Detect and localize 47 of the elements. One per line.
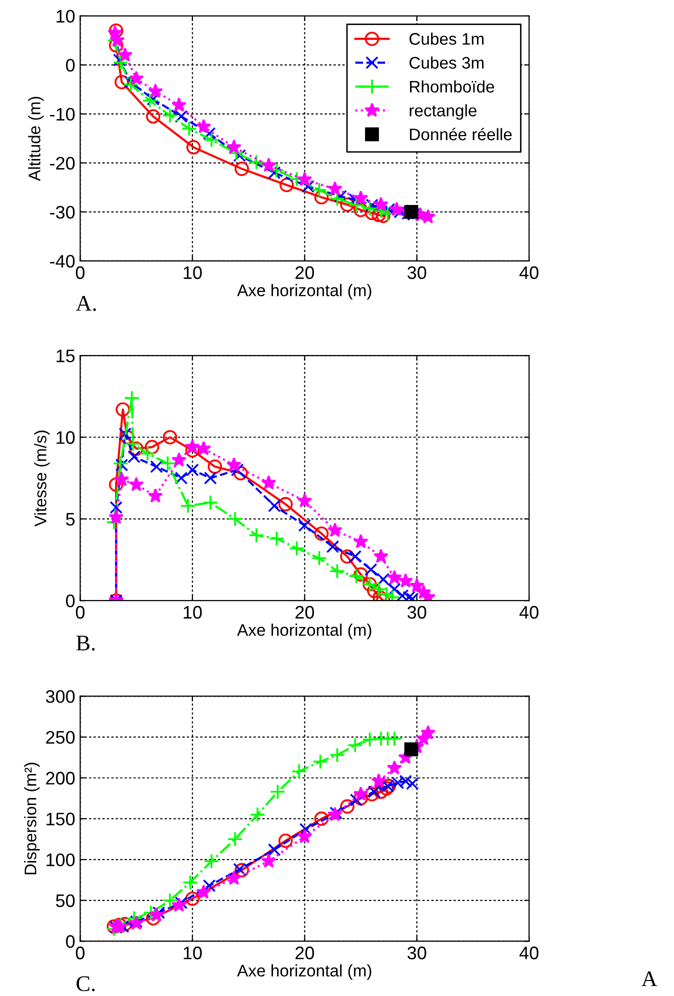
x-tick-label: 20 xyxy=(296,606,314,619)
text: A xyxy=(642,971,658,986)
text: C. xyxy=(76,976,95,992)
y-tick-label: 250 xyxy=(46,730,75,744)
text: B. xyxy=(76,636,95,651)
x-tick-label: 20 xyxy=(296,946,314,960)
x-axis-title: Axe horizontal (m) xyxy=(237,284,372,300)
x-axis-title: Axe horizontal (m) xyxy=(237,624,372,640)
x-tick-label: 0 xyxy=(76,266,85,280)
y-tick-label: -30 xyxy=(50,206,75,219)
legend-label: Cubes 3m xyxy=(410,56,484,69)
y-tick-label: 0 xyxy=(66,935,75,948)
x-tick-label: 20 xyxy=(296,266,314,280)
y-tick-label: 200 xyxy=(46,772,75,785)
x-tick-label: 40 xyxy=(519,266,538,280)
y-tick-label: -10 xyxy=(50,108,75,121)
y-tick-label: 5 xyxy=(66,513,75,526)
y-tick-label: -40 xyxy=(50,254,75,268)
x-tick-label: 40 xyxy=(519,606,538,619)
y-tick-label: 0 xyxy=(66,594,75,608)
y-tick-label: 15 xyxy=(56,350,75,362)
text: A. xyxy=(76,296,96,311)
x-tick-label: 10 xyxy=(184,606,202,619)
y-tick-label: 50 xyxy=(56,894,75,908)
x-tick-label: 40 xyxy=(519,946,538,960)
legend-label: Rhomboïde xyxy=(410,80,494,93)
x-tick-label: 0 xyxy=(76,606,85,619)
y-tick-label: 100 xyxy=(46,853,75,866)
x-tick-label: 30 xyxy=(408,266,426,280)
y-axis-title: Dispersion (m²) xyxy=(24,762,40,874)
x-tick-label: 10 xyxy=(184,266,202,280)
legend-label: Cubes 1m xyxy=(410,32,484,45)
x-tick-label: 30 xyxy=(408,606,426,619)
y-axis-title: Vitesse (m/s) xyxy=(34,430,50,526)
x-tick-label: 0 xyxy=(76,946,85,960)
y-tick-label: 10 xyxy=(56,10,75,23)
y-tick-label: 10 xyxy=(56,431,75,444)
x-tick-label: 10 xyxy=(184,946,202,960)
y-tick-label: -20 xyxy=(50,156,75,170)
y-tick-label: 150 xyxy=(46,812,75,826)
y-tick-label: 300 xyxy=(46,690,75,703)
y-axis-title: Altitude (m) xyxy=(28,96,44,182)
x-tick-label: 30 xyxy=(408,946,426,960)
x-axis-title: Axe horizontal (m) xyxy=(237,964,372,980)
y-tick-label: 0 xyxy=(66,58,75,72)
legend-label: Donnée réelle xyxy=(410,128,512,140)
legend-label: rectangle xyxy=(410,104,476,120)
